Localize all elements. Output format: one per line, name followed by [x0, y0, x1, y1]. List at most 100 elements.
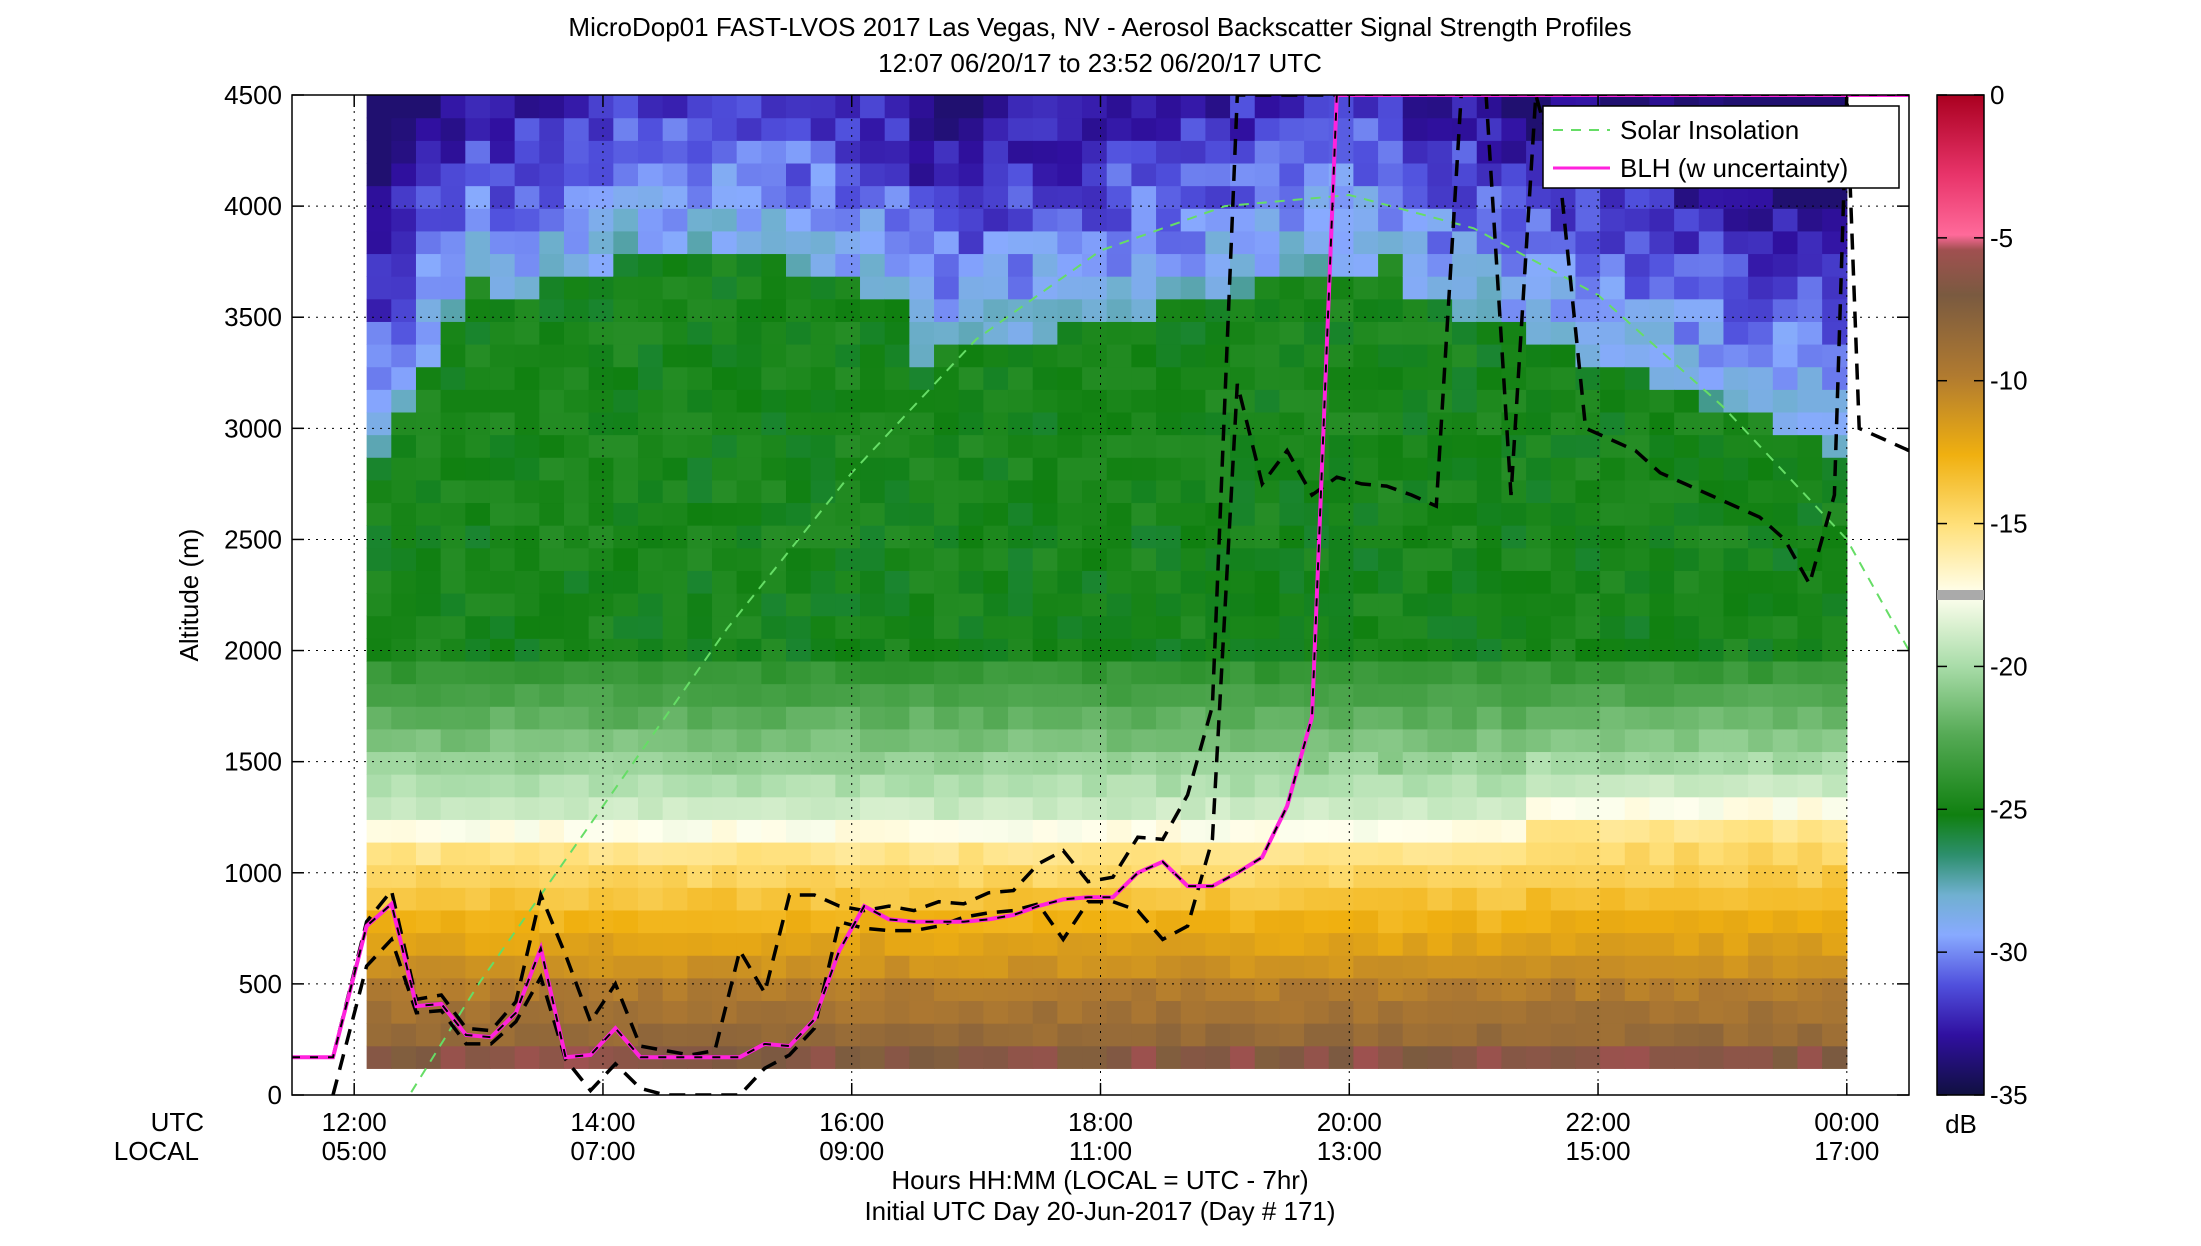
heatmap-cell	[489, 955, 516, 979]
heatmap-cell	[1698, 321, 1725, 345]
heatmap-cell	[1254, 1045, 1281, 1069]
heatmap-cell	[539, 706, 565, 730]
heatmap-cell	[1674, 411, 1700, 436]
heatmap-cell	[860, 525, 886, 549]
heatmap-cell	[1575, 411, 1601, 436]
heatmap-cell	[1156, 1023, 1182, 1047]
heatmap-cell	[391, 615, 417, 639]
heatmap-cell	[810, 774, 836, 798]
heatmap-cell	[1180, 819, 1206, 843]
heatmap-cell	[563, 774, 590, 798]
heatmap-cell	[1378, 706, 1404, 730]
heatmap-cell	[1279, 321, 1305, 345]
heatmap-cell	[1353, 570, 1379, 594]
heatmap-cell	[1723, 230, 1749, 255]
heatmap-cell	[440, 615, 466, 639]
heatmap-cell	[1032, 751, 1058, 775]
heatmap-cell	[934, 728, 960, 753]
heatmap-cell	[1674, 479, 1700, 504]
colorbar-tick-label: -20	[1990, 651, 2028, 681]
heatmap-cell	[1230, 208, 1256, 232]
heatmap-cell	[489, 366, 516, 390]
heatmap-cell	[1353, 411, 1379, 436]
heatmap-cell	[662, 819, 688, 843]
heatmap-cell	[1476, 479, 1503, 504]
heatmap-cell	[1205, 977, 1231, 1002]
heatmap-cell	[1328, 615, 1355, 639]
heatmap-cell	[1649, 819, 1675, 843]
heatmap-cell	[1131, 728, 1157, 753]
heatmap-cell	[934, 864, 960, 888]
heatmap-cell	[687, 592, 713, 617]
heatmap-cell	[884, 751, 910, 775]
heatmap-cell	[1156, 683, 1182, 707]
heatmap-cell	[1279, 706, 1305, 730]
heatmap-cell	[1698, 411, 1725, 436]
heatmap-cell	[1057, 162, 1083, 187]
heatmap-cell	[958, 932, 984, 956]
heatmap-cell	[1008, 208, 1034, 232]
heatmap-cell	[687, 1000, 713, 1024]
heatmap-cell	[1822, 774, 1848, 798]
heatmap-cell	[1008, 683, 1034, 707]
heatmap-cell	[736, 162, 762, 187]
heatmap-cell	[1279, 864, 1305, 888]
heatmap-cell	[1797, 570, 1823, 594]
heatmap-cell	[835, 208, 861, 232]
heatmap-cell	[415, 298, 442, 322]
heatmap-cell	[1550, 321, 1577, 345]
heatmap-cell	[588, 230, 614, 255]
heatmap-cell	[835, 796, 861, 820]
heatmap-cell	[1032, 1023, 1058, 1047]
x-axis-label: Hours HH:MM (LOCAL = UTC - 7hr)	[891, 1165, 1308, 1195]
heatmap-cell	[1674, 343, 1700, 368]
heatmap-cell	[687, 977, 713, 1002]
heatmap-cell	[860, 728, 886, 753]
heatmap-cell	[1748, 230, 1774, 255]
heatmap-cell	[1230, 1023, 1256, 1047]
heatmap-cell	[1575, 977, 1601, 1002]
heatmap-cell	[1353, 140, 1379, 164]
heatmap-cell	[1550, 389, 1577, 413]
heatmap-cell	[563, 706, 590, 730]
heatmap-cell	[638, 298, 664, 322]
heatmap-cell	[514, 140, 540, 164]
heatmap-cell	[539, 660, 565, 685]
heatmap-cell	[1008, 955, 1034, 979]
heatmap-cell	[934, 615, 960, 639]
heatmap-cell	[588, 298, 614, 322]
heatmap-cell	[1501, 660, 1527, 685]
heatmap-cell	[1550, 887, 1577, 911]
heatmap-cell	[1550, 955, 1577, 979]
heatmap-cell	[415, 321, 442, 345]
heatmap-cell	[860, 638, 886, 662]
heatmap-cell	[1328, 298, 1355, 322]
heatmap-cell	[1032, 728, 1058, 753]
heatmap-cell	[1353, 909, 1379, 934]
heatmap-cell	[1698, 887, 1725, 911]
heatmap-cell	[1353, 434, 1379, 458]
heatmap-cell	[1624, 1023, 1651, 1047]
heatmap-cell	[1230, 185, 1256, 209]
heatmap-cell	[1427, 932, 1453, 956]
heatmap-cell	[1600, 570, 1626, 594]
heatmap-cell	[1822, 185, 1848, 209]
heatmap-cell	[1131, 751, 1157, 775]
heatmap-cell	[391, 683, 417, 707]
heatmap-cell	[391, 389, 417, 413]
blh-line	[292, 95, 1909, 1060]
heatmap-cell	[415, 525, 442, 549]
heatmap-cell	[1723, 751, 1749, 775]
heatmap-cell	[1772, 434, 1799, 458]
heatmap-cell	[1674, 321, 1700, 345]
heatmap-cell	[1032, 1045, 1058, 1069]
heatmap-cell	[1328, 343, 1355, 368]
heatmap-cell	[810, 95, 836, 119]
heatmap-cell	[539, 434, 565, 458]
heatmap-cell	[983, 683, 1009, 707]
heatmap-cell	[1156, 366, 1182, 390]
heatmap-cell	[1254, 932, 1281, 956]
heatmap-cell	[1131, 977, 1157, 1002]
heatmap-cell	[1723, 706, 1749, 730]
heatmap-cell	[786, 185, 812, 209]
